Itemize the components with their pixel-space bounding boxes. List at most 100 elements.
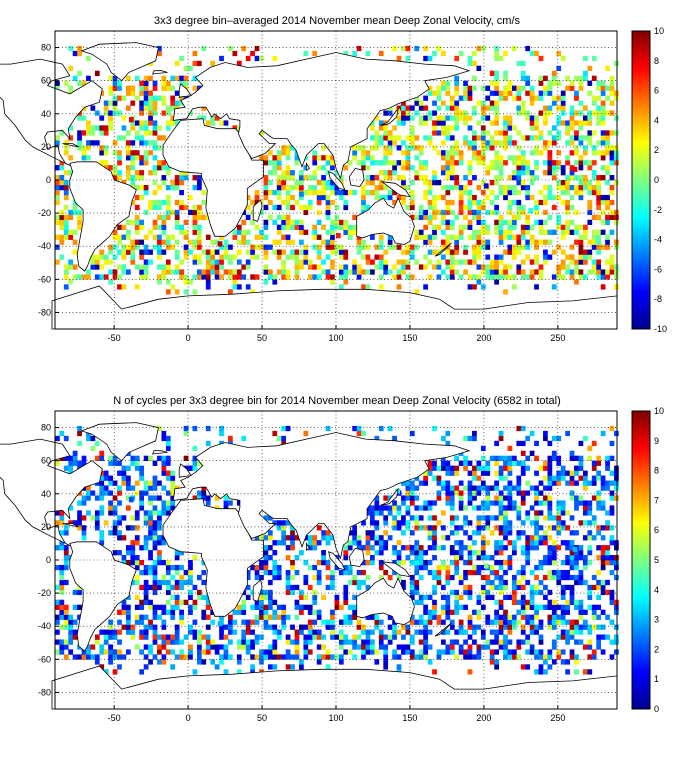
x-tick-label: 200 xyxy=(476,333,491,343)
bin-cell xyxy=(574,579,579,586)
bin-cell xyxy=(565,659,570,665)
bin-cell xyxy=(254,224,260,230)
bin-cell xyxy=(476,485,482,491)
bin-cell xyxy=(143,150,149,156)
bin-cell xyxy=(188,465,193,471)
bin-cell xyxy=(543,160,548,166)
land-mass xyxy=(62,143,79,148)
bin-cell xyxy=(516,60,522,67)
bin-cell xyxy=(192,209,198,216)
bin-cell xyxy=(148,95,153,101)
bin-cell xyxy=(494,584,499,591)
bin-cell xyxy=(449,609,455,615)
bin-cell xyxy=(272,279,278,285)
bin-cell xyxy=(494,500,499,506)
bin-cell xyxy=(449,649,455,655)
bin-cell xyxy=(338,264,344,270)
bin-cell xyxy=(538,199,544,206)
bin-cell xyxy=(511,284,517,290)
bin-cell xyxy=(201,649,207,655)
bin-cell xyxy=(170,584,176,591)
bin-cell xyxy=(294,535,300,541)
bin-cell xyxy=(383,249,389,255)
bin-cell xyxy=(183,254,189,260)
bin-cell xyxy=(614,634,619,640)
bin-cell xyxy=(290,545,295,551)
bin-cell xyxy=(498,455,504,461)
land-mass xyxy=(69,161,137,272)
bin-cell xyxy=(387,495,393,501)
bin-cell xyxy=(259,209,264,216)
colorbar-tick-label: 10 xyxy=(654,26,664,36)
bin-cell xyxy=(538,634,544,640)
bin-cell xyxy=(596,110,602,116)
bin-cell xyxy=(378,639,384,645)
bin-cell xyxy=(161,510,167,516)
bin-cell xyxy=(232,254,238,260)
bin-cell xyxy=(281,224,287,230)
bin-cell xyxy=(161,199,167,206)
bin-cell xyxy=(605,145,610,151)
bin-cell xyxy=(383,130,389,136)
bin-cell xyxy=(538,564,544,571)
bin-cell xyxy=(254,535,260,541)
bin-cell xyxy=(276,160,282,166)
bin-cell xyxy=(582,560,588,566)
bin-cell xyxy=(63,525,69,531)
bin-cell xyxy=(232,125,238,131)
bin-cell xyxy=(125,619,131,625)
bin-cell xyxy=(498,614,504,620)
bin-cell xyxy=(401,634,406,640)
bin-cell xyxy=(489,90,495,96)
bin-cell xyxy=(294,259,300,265)
bin-cell xyxy=(241,45,247,52)
bin-cell xyxy=(228,435,233,442)
bin-cell xyxy=(432,229,437,235)
bin-cell xyxy=(347,604,353,610)
bin-cell xyxy=(263,224,269,230)
bin-cell xyxy=(170,85,176,91)
bin-cell xyxy=(174,90,180,96)
bin-cell xyxy=(494,609,499,615)
bin-cell xyxy=(139,629,145,635)
bin-cell xyxy=(352,540,358,546)
bin-cell xyxy=(325,229,331,235)
bin-cell xyxy=(117,460,122,466)
bin-cell xyxy=(130,199,136,206)
bin-cell xyxy=(63,579,69,586)
bin-cell xyxy=(325,574,331,581)
bin-cell xyxy=(134,120,140,126)
bin-cell xyxy=(148,520,153,526)
bin-cell xyxy=(445,470,451,476)
colorbar-tick-label: 8 xyxy=(654,56,659,66)
bin-cell xyxy=(441,535,446,541)
bin-cell xyxy=(325,244,331,250)
bin-cell xyxy=(263,184,269,191)
bin-cell xyxy=(587,535,593,541)
bin-cell xyxy=(68,264,74,270)
bin-cell xyxy=(81,130,87,136)
bin-cell xyxy=(441,130,446,136)
bin-cell xyxy=(485,209,491,216)
bin-cell xyxy=(574,480,579,486)
bin-cell xyxy=(503,95,508,101)
bin-cell xyxy=(276,175,282,181)
bin-cell xyxy=(281,184,287,191)
bin-cell xyxy=(600,85,606,91)
bin-cell xyxy=(463,649,468,655)
velocity-map-panel: 3x3 degree bin–averaged 2014 November me… xyxy=(0,15,667,343)
bin-cell xyxy=(591,160,597,166)
bin-cell xyxy=(560,659,566,665)
bin-cell xyxy=(449,249,455,255)
bin-cell xyxy=(72,654,78,660)
bin-cell xyxy=(361,520,366,526)
bin-cell xyxy=(241,239,247,245)
bin-cell xyxy=(157,525,162,531)
bin-cell xyxy=(347,639,353,645)
bin-cell xyxy=(507,219,513,225)
bin-cell xyxy=(170,495,176,501)
bin-cell xyxy=(503,515,508,521)
bin-cell xyxy=(520,564,526,571)
bin-cell xyxy=(409,560,415,566)
bin-cell xyxy=(534,145,539,151)
